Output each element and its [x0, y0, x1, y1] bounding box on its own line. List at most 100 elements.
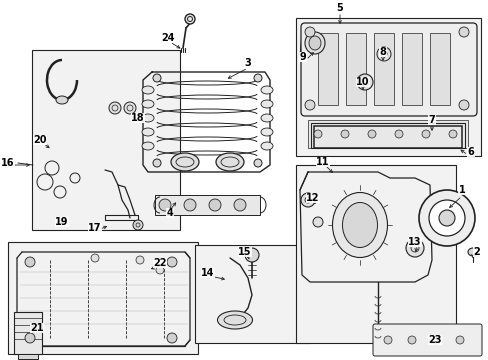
Text: 3: 3 [244, 58, 251, 68]
Bar [14, 312, 42, 354]
Circle shape [305, 100, 314, 110]
Circle shape [133, 220, 142, 230]
Text: 20: 20 [33, 135, 47, 145]
Circle shape [458, 100, 468, 110]
Circle shape [312, 217, 323, 227]
Ellipse shape [342, 202, 377, 248]
Circle shape [394, 130, 402, 138]
Bar [373, 33, 393, 105]
Circle shape [124, 102, 136, 114]
Bar [313, 126, 461, 148]
Circle shape [301, 193, 314, 207]
Text: 9: 9 [299, 52, 306, 62]
Ellipse shape [217, 311, 252, 329]
Circle shape [25, 333, 35, 343]
Ellipse shape [305, 32, 325, 54]
Bar [32, 50, 180, 230]
Text: 13: 13 [407, 237, 421, 247]
Bar [317, 33, 337, 105]
Text: 22: 22 [153, 258, 166, 268]
Text: 21: 21 [30, 323, 43, 333]
Bar [195, 245, 309, 343]
Circle shape [234, 199, 245, 211]
Circle shape [91, 254, 99, 262]
Circle shape [376, 47, 390, 61]
Circle shape [167, 333, 177, 343]
Ellipse shape [332, 193, 386, 257]
Text: 19: 19 [55, 217, 69, 227]
Circle shape [407, 336, 415, 344]
Circle shape [305, 27, 314, 37]
Ellipse shape [261, 142, 272, 150]
Text: 16: 16 [1, 158, 15, 168]
Circle shape [421, 130, 429, 138]
Bar [8, 242, 198, 354]
Circle shape [153, 159, 161, 167]
Ellipse shape [142, 86, 154, 94]
Circle shape [405, 239, 423, 257]
FancyBboxPatch shape [372, 324, 481, 356]
Bar [295, 165, 455, 343]
Bar [155, 195, 260, 215]
Ellipse shape [308, 36, 320, 50]
Circle shape [244, 248, 259, 262]
Circle shape [156, 266, 163, 274]
Bar [295, 18, 480, 156]
Ellipse shape [216, 153, 244, 171]
Circle shape [431, 336, 439, 344]
Circle shape [356, 74, 372, 90]
Ellipse shape [142, 142, 154, 150]
Circle shape [25, 257, 35, 267]
Text: 18: 18 [131, 113, 144, 123]
Circle shape [418, 190, 474, 246]
Text: 1: 1 [458, 185, 465, 195]
Bar [307, 120, 467, 148]
Text: 10: 10 [356, 77, 369, 87]
Text: 24: 24 [161, 33, 174, 43]
Ellipse shape [261, 128, 272, 136]
Ellipse shape [261, 114, 272, 122]
Circle shape [253, 159, 262, 167]
Text: 23: 23 [427, 335, 441, 345]
Text: 5: 5 [336, 3, 343, 13]
Ellipse shape [261, 100, 272, 108]
Bar [346, 33, 365, 105]
Circle shape [448, 130, 456, 138]
Ellipse shape [467, 248, 477, 256]
Text: 6: 6 [467, 147, 473, 157]
Circle shape [455, 336, 463, 344]
Ellipse shape [142, 114, 154, 122]
Circle shape [159, 199, 171, 211]
Circle shape [153, 74, 161, 82]
Bar [429, 33, 449, 105]
Circle shape [183, 199, 196, 211]
Bar [310, 123, 464, 148]
Ellipse shape [261, 86, 272, 94]
Bar [18, 354, 38, 359]
Circle shape [458, 27, 468, 37]
Ellipse shape [142, 100, 154, 108]
Text: 12: 12 [305, 193, 319, 203]
Text: 17: 17 [88, 223, 102, 233]
Circle shape [136, 256, 143, 264]
Bar [401, 33, 421, 105]
Circle shape [313, 130, 321, 138]
Ellipse shape [56, 96, 68, 104]
Circle shape [109, 102, 121, 114]
Circle shape [438, 210, 454, 226]
Circle shape [367, 130, 375, 138]
Text: 2: 2 [473, 247, 479, 257]
Text: 4: 4 [166, 208, 173, 218]
Circle shape [253, 74, 262, 82]
Circle shape [167, 257, 177, 267]
Circle shape [340, 130, 348, 138]
Text: 8: 8 [379, 47, 386, 57]
Circle shape [383, 336, 391, 344]
Circle shape [184, 14, 195, 24]
Text: 7: 7 [428, 115, 434, 125]
Ellipse shape [171, 153, 199, 171]
Text: 11: 11 [316, 157, 329, 167]
Circle shape [428, 200, 464, 236]
Circle shape [208, 199, 221, 211]
Ellipse shape [142, 128, 154, 136]
